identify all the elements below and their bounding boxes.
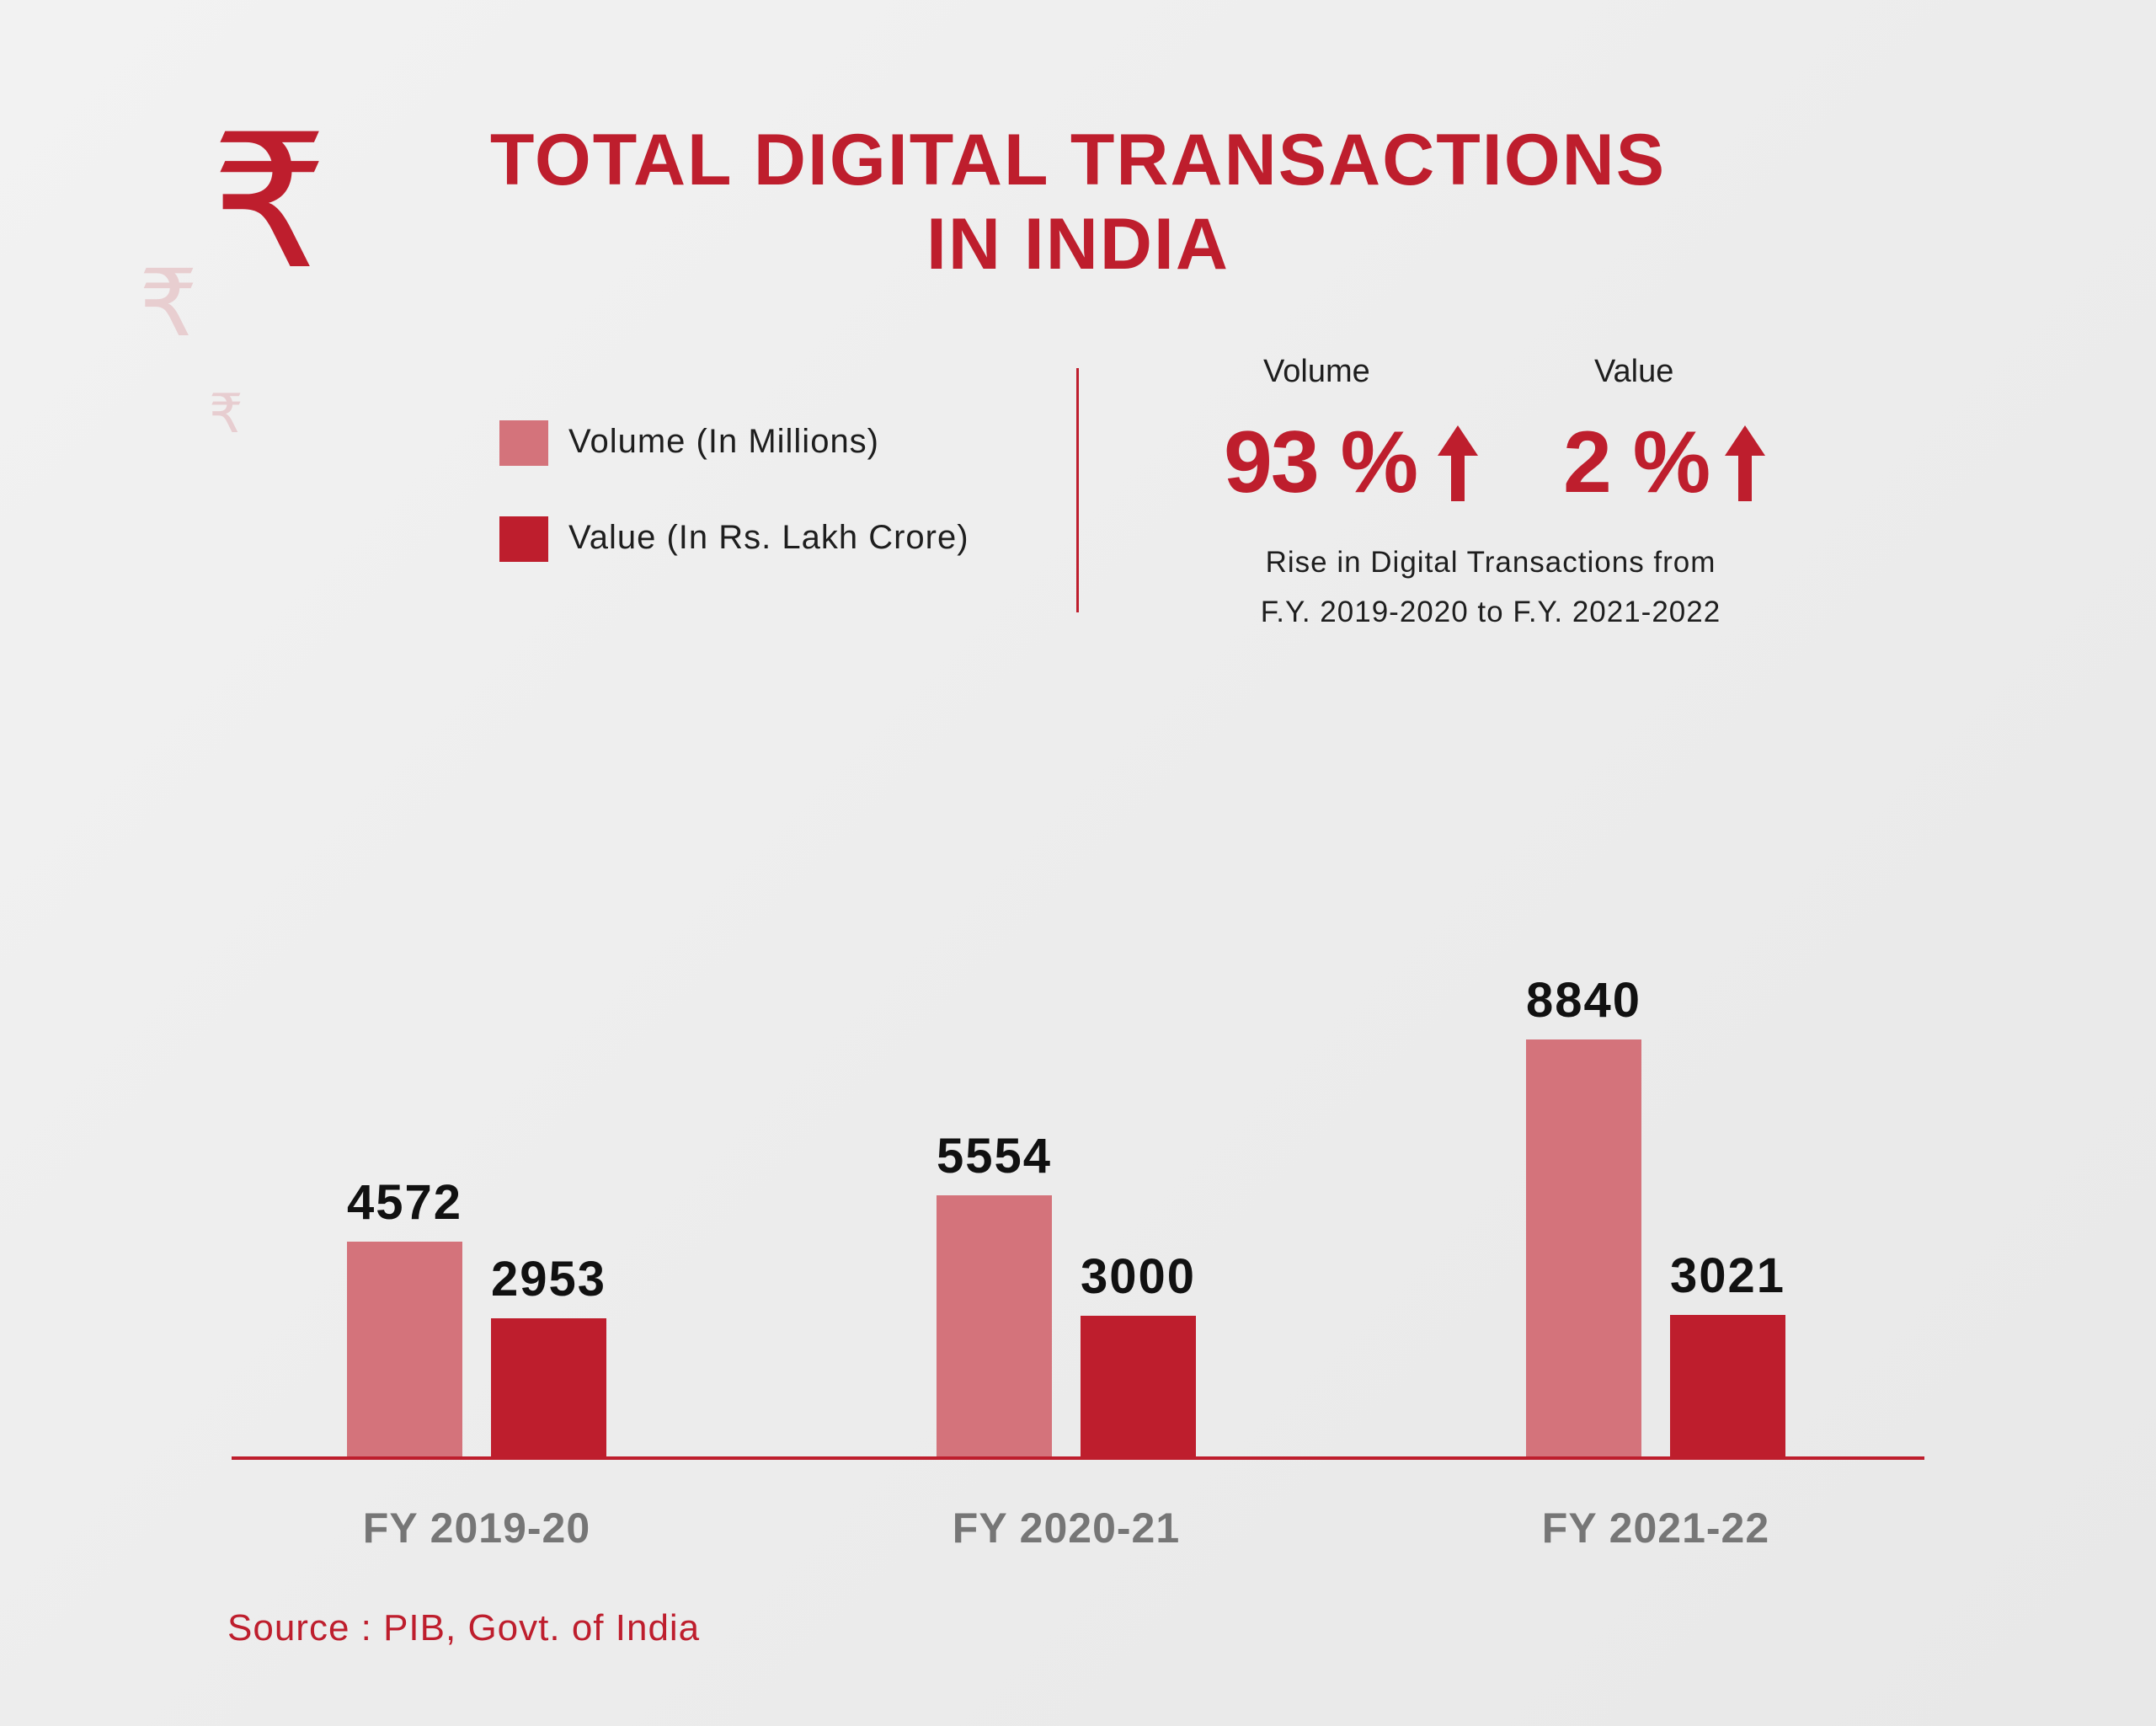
bar-data-label: 2953 (490, 1252, 607, 1307)
x-tick-label: FY 2020-21 (952, 1504, 1181, 1552)
legend-swatch-value (499, 516, 548, 562)
stat-value-percent: 2 % (1563, 414, 1710, 511)
x-axis-line (232, 1456, 1924, 1460)
chart-title: TOTAL DIGITAL TRANSACTIONS IN INDIA (472, 118, 1684, 286)
bar-data-label: 5554 (936, 1128, 1053, 1184)
bar-data-label: 3000 (1080, 1249, 1197, 1305)
stat-caption-line: Rise in Digital Transactions from (1265, 546, 1716, 579)
bar-value (1670, 1315, 1785, 1458)
chart-title-line: IN INDIA (926, 204, 1230, 285)
legend-label-volume: Volume (In Millions) (568, 423, 880, 460)
divider (1076, 368, 1079, 612)
arrow-up-icon (1725, 425, 1765, 501)
rupee-icon: ₹ (209, 383, 243, 446)
bar-value (491, 1318, 606, 1458)
legend-swatch-volume (499, 420, 548, 466)
rupee-icon: ₹ (139, 249, 198, 357)
bar-data-label: 3021 (1669, 1248, 1786, 1304)
bar-volume (937, 1194, 1052, 1458)
legend-label-value: Value (In Rs. Lakh Crore) (568, 519, 969, 556)
bar-value (1081, 1316, 1196, 1458)
bar-data-label: 8840 (1525, 973, 1642, 1029)
chart-title-line: TOTAL DIGITAL TRANSACTIONS (489, 120, 1667, 200)
x-tick-label: FY 2019-20 (362, 1504, 591, 1552)
arrow-up-icon (1438, 425, 1478, 501)
stat-volume-percent: 93 % (1224, 414, 1418, 511)
stat-value-heading: Value (1594, 354, 1674, 389)
bar-volume (1526, 1039, 1641, 1458)
bar-data-label: 4572 (346, 1175, 463, 1231)
x-tick-label: FY 2021-22 (1541, 1504, 1770, 1552)
source-note: Source : PIB, Govt. of India (227, 1607, 701, 1649)
rupee-icon: ₹ (211, 94, 328, 310)
stat-caption-line: F.Y. 2019-2020 to F.Y. 2021-2022 (1260, 596, 1721, 628)
stat-volume-heading: Volume (1263, 354, 1370, 389)
bar-volume (347, 1242, 462, 1458)
